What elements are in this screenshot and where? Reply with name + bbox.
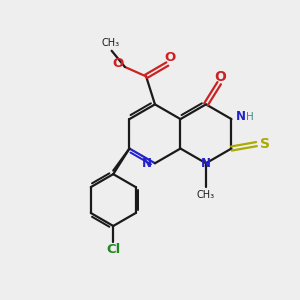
Text: H: H xyxy=(246,112,254,122)
Text: N: N xyxy=(236,110,246,123)
Text: CH₃: CH₃ xyxy=(101,38,119,48)
Text: CH₃: CH₃ xyxy=(197,190,215,200)
Text: O: O xyxy=(165,51,176,64)
Text: Cl: Cl xyxy=(106,243,120,256)
Text: O: O xyxy=(113,57,124,70)
Text: N: N xyxy=(142,157,152,170)
Text: N: N xyxy=(201,157,211,170)
Text: S: S xyxy=(260,137,270,151)
Text: O: O xyxy=(215,70,226,84)
